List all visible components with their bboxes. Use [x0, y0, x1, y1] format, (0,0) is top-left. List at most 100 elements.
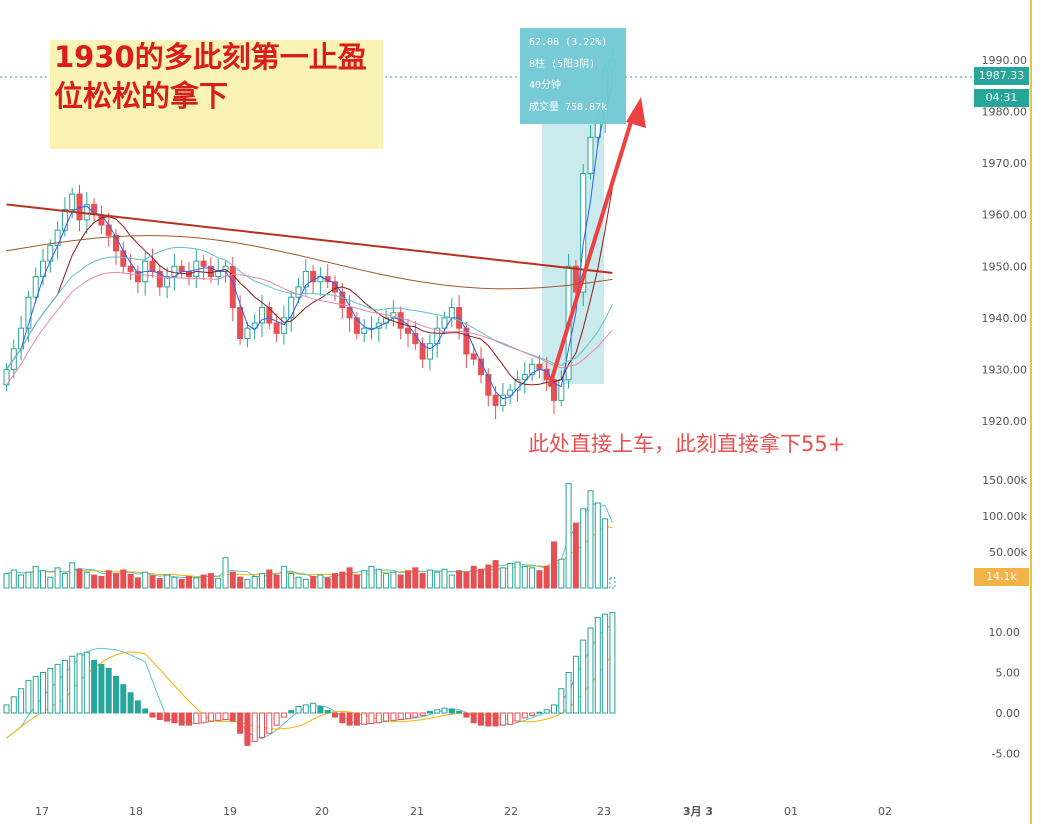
volume-bar	[485, 564, 492, 589]
tooltip-change: 62.08 (3.22%)	[529, 37, 608, 48]
volume-bar	[543, 565, 550, 589]
macd-bar	[580, 639, 587, 714]
macd-dea-line	[6, 651, 613, 739]
volume-bar	[10, 569, 17, 589]
volume-bar	[397, 574, 404, 589]
candle-body	[200, 260, 207, 267]
volume-tick-label: 150.00k	[982, 474, 1027, 487]
candle-body	[25, 296, 32, 329]
volume-bar	[521, 565, 528, 589]
macd-bar	[587, 627, 594, 714]
volume-bar	[120, 569, 127, 589]
ma-pink-line	[6, 271, 613, 386]
ma-fast-line	[6, 83, 613, 400]
candle-body	[580, 172, 587, 293]
candle-body	[207, 265, 214, 278]
macd-bar	[127, 692, 134, 714]
macd-bar	[251, 712, 258, 742]
candle-body	[47, 245, 54, 262]
price-tick-label: 1940.00	[982, 312, 1028, 325]
macd-bar	[207, 712, 214, 722]
volume-bar	[587, 490, 594, 589]
macd-bar	[266, 712, 273, 734]
volume-bar	[54, 567, 61, 589]
volume-bar	[251, 575, 258, 589]
volume-bar	[222, 557, 229, 589]
candle-body	[470, 353, 477, 360]
candle-body	[551, 379, 557, 401]
macd-bar	[164, 712, 171, 722]
macd-bar	[69, 655, 76, 714]
volume-bar	[368, 565, 375, 589]
volume-bar	[149, 575, 156, 589]
macd-bar	[105, 667, 112, 714]
macd-bar	[536, 711, 543, 714]
macd-bar	[405, 712, 411, 720]
ma-cyan-line	[6, 246, 613, 370]
macd-bar	[529, 712, 536, 716]
macd-bar	[193, 712, 200, 725]
macd-bar	[222, 712, 229, 720]
volume-bar	[412, 567, 419, 589]
macd-bar	[149, 712, 156, 718]
macd-bar	[10, 696, 17, 714]
macd-bar	[594, 616, 601, 714]
time-axis: 17 18 19 20 21 22 23 3月 3 01 02	[35, 805, 892, 818]
volume-bar	[339, 571, 346, 589]
candle-body	[587, 136, 594, 174]
macd-bar	[186, 712, 192, 726]
macd-bar	[244, 712, 251, 746]
candle-body	[280, 317, 287, 334]
time-tick-label: 3月 3	[683, 805, 713, 818]
volume-bar	[405, 570, 411, 589]
price-axis: 1990.00 1980.00 1970.00 1960.00 1950.00 1940.…	[0, 54, 1028, 761]
macd-bar	[91, 659, 98, 714]
macd-bar	[375, 712, 382, 724]
macd-bar	[310, 702, 317, 714]
volume-bar	[113, 573, 119, 589]
macd-bar	[543, 709, 550, 714]
time-tick-label: 22	[504, 805, 518, 818]
note-highlight-box	[50, 40, 383, 149]
volume-layer	[3, 483, 616, 589]
macd-bar	[156, 712, 163, 720]
time-tick-label: 23	[597, 805, 611, 818]
price-tick-label: 1980.00	[982, 106, 1028, 119]
candle-body	[61, 209, 68, 231]
volume-bar	[83, 571, 90, 589]
candle-body	[83, 203, 90, 221]
volume-bar	[353, 574, 360, 589]
macd-bar	[602, 613, 609, 714]
macd-tick-label: -5.00	[992, 748, 1020, 761]
macd-bar	[470, 712, 477, 724]
volume-bar	[127, 573, 134, 589]
macd-tick-label: 0.00	[996, 707, 1021, 720]
volume-bar	[317, 574, 324, 589]
volume-bar	[3, 573, 10, 589]
candle-body	[492, 394, 499, 407]
macd-bar	[302, 704, 309, 714]
volume-bar	[514, 561, 521, 589]
time-tick-label: 02	[878, 805, 892, 818]
candle-body	[353, 317, 360, 334]
volume-tag: 14.1k	[974, 568, 1029, 586]
macd-bar	[178, 712, 185, 726]
candle-body	[295, 286, 302, 298]
price-tick-label: 1950.00	[982, 260, 1028, 273]
macd-bar	[134, 700, 141, 714]
volume-bar	[609, 577, 616, 589]
volume-bar	[507, 563, 514, 589]
volume-bar	[288, 573, 295, 589]
price-tick-label: 1960.00	[982, 209, 1028, 222]
candle-body	[463, 327, 470, 355]
volume-bar	[426, 569, 433, 589]
macd-bar	[317, 706, 324, 714]
candle-body	[302, 270, 309, 288]
macd-bar	[441, 707, 448, 714]
note-annotation: 1930的多此刻第一止盈位松松的拿下	[54, 40, 367, 113]
candle-body	[572, 265, 579, 293]
price-tick-label: 1930.00	[982, 363, 1028, 376]
volume-bar	[441, 568, 448, 589]
volume-bar	[470, 565, 477, 589]
volume-tick-label: 50.00k	[989, 546, 1027, 559]
